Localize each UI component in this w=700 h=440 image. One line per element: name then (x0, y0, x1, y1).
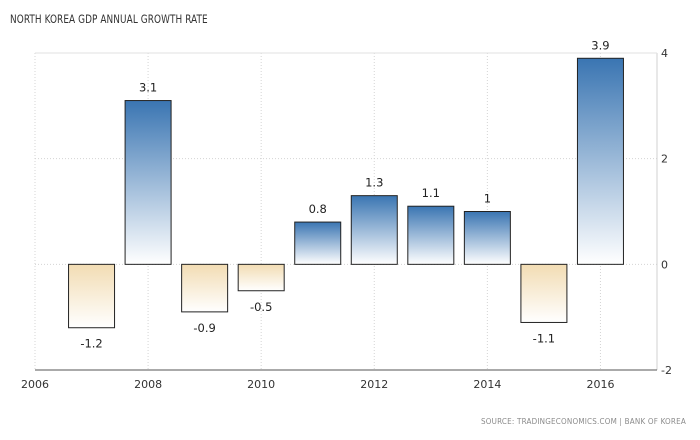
y-tick-label: -2 (661, 364, 672, 377)
bar (350, 195, 398, 265)
x-tick-label: 2006 (21, 378, 49, 391)
y-tick-label: 0 (661, 258, 668, 271)
bar (463, 211, 511, 265)
bar (520, 263, 568, 323)
x-tick-label: 2008 (134, 378, 162, 391)
bar (181, 263, 229, 313)
bar (407, 205, 455, 265)
bar (294, 221, 342, 265)
bar-data-label: -1.1 (533, 331, 555, 345)
chart-title: NORTH KOREA GDP ANNUAL GROWTH RATE (10, 12, 208, 26)
x-tick-label: 2010 (247, 378, 275, 391)
bar-data-label: 1.3 (365, 176, 383, 190)
bar (237, 263, 285, 292)
bar-data-label: 1 (484, 192, 491, 206)
x-tick-label: 2016 (586, 378, 614, 391)
source-note: SOURCE: TRADINGECONOMICS.COM | BANK OF K… (481, 417, 686, 426)
bar-data-label: 0.8 (309, 202, 327, 216)
y-tick-label: 4 (661, 47, 668, 60)
bar-data-label: 3.9 (591, 38, 609, 52)
bar-data-label: 1.1 (422, 186, 440, 200)
y-tick-label: 2 (661, 153, 668, 166)
bar (68, 263, 116, 329)
x-tick-label: 2014 (473, 378, 501, 391)
bar-data-label: -1.2 (80, 337, 102, 351)
bar (576, 57, 624, 265)
bar-data-label: -0.5 (250, 300, 272, 314)
x-tick-label: 2012 (360, 378, 388, 391)
bar (124, 100, 172, 265)
bar-data-label: -0.9 (193, 321, 215, 335)
bar-data-label: 3.1 (139, 81, 157, 95)
